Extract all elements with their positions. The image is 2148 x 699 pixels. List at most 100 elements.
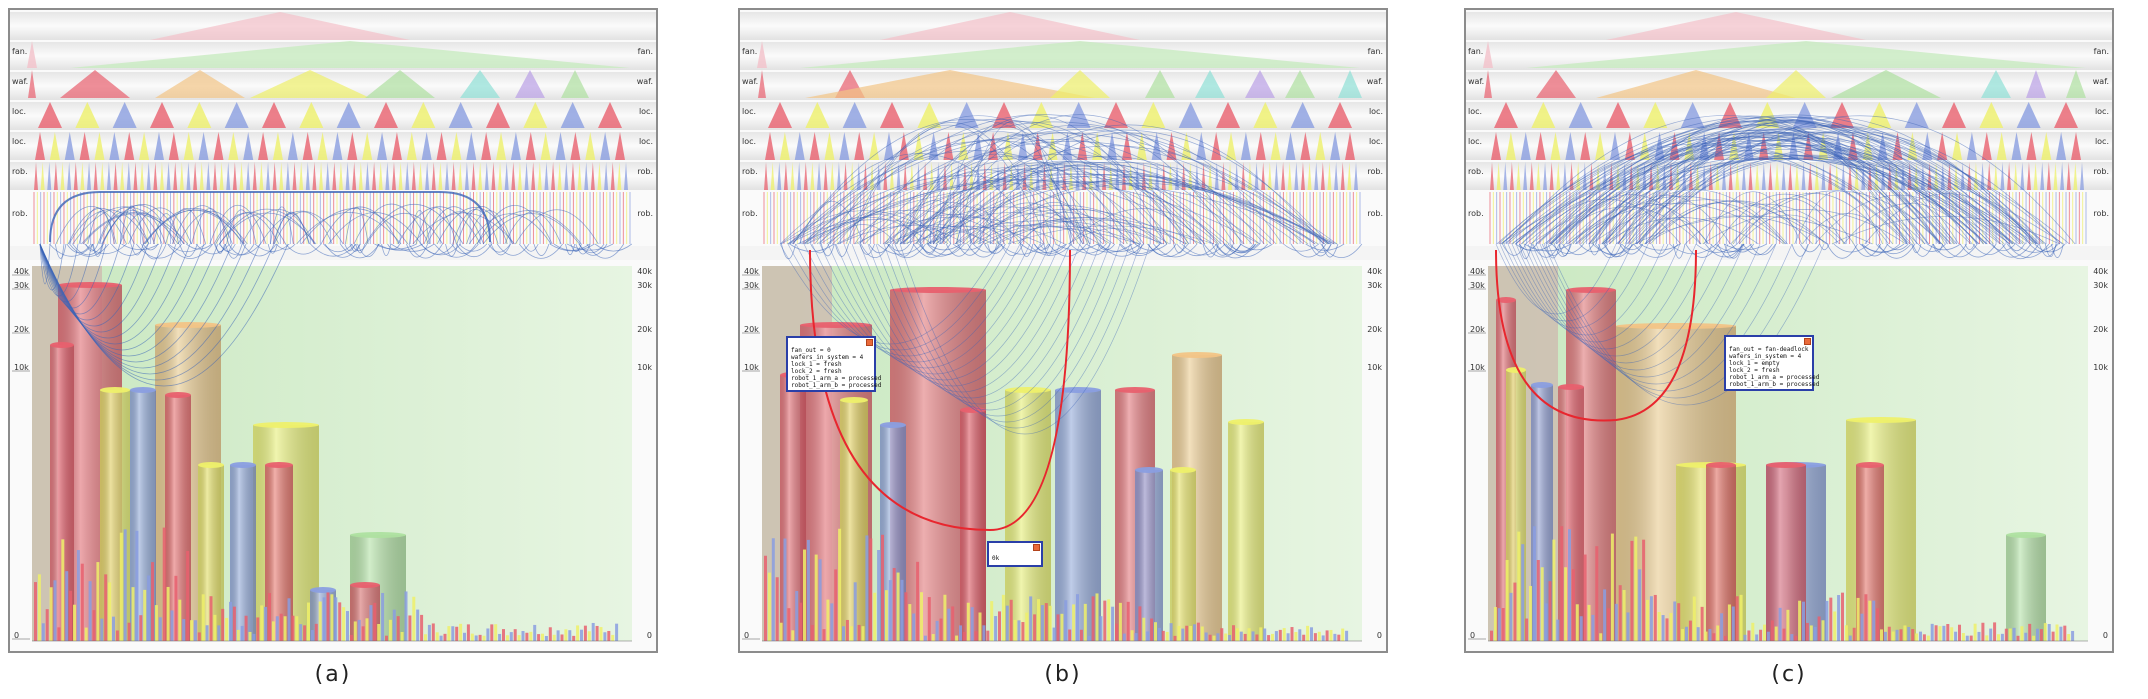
popup-line: wafers_in_system = 4 bbox=[791, 354, 864, 361]
state-bar-small bbox=[424, 634, 427, 641]
tree-node bbox=[1175, 162, 1180, 190]
close-icon[interactable] bbox=[1804, 338, 1811, 345]
state-bar-small bbox=[1126, 601, 1130, 641]
axis-tick-right: 10k bbox=[2093, 363, 2108, 372]
state-bar-small bbox=[1759, 629, 1763, 641]
state-bar-small bbox=[959, 625, 962, 641]
tree-node bbox=[1794, 162, 1799, 190]
transition-arc bbox=[344, 243, 356, 252]
state-bar-small bbox=[1848, 635, 1852, 641]
state-bar-small bbox=[1099, 616, 1103, 641]
state-bar-small bbox=[1681, 629, 1685, 641]
state-info-popup[interactable]: fan_out = 0 wafers_in_system = 4 lock_1 … bbox=[786, 336, 881, 392]
state-bar-small bbox=[1013, 619, 1017, 641]
state-bar-cap bbox=[130, 387, 156, 393]
panel-c: 40k 40k 30k 30k 20k 20k 10k 10k 0 0 fan. fan. waf. wa… bbox=[1464, 8, 2114, 653]
tree-node bbox=[302, 132, 313, 160]
state-bar-small bbox=[1259, 627, 1263, 641]
transition-arc bbox=[1731, 243, 1755, 253]
state-bar-small bbox=[197, 632, 201, 641]
tree-node bbox=[471, 162, 476, 190]
state-bar-small bbox=[1708, 628, 1712, 641]
state-bar-small bbox=[1642, 539, 1646, 641]
transition-arc bbox=[848, 124, 1049, 245]
tree-node bbox=[1161, 162, 1166, 190]
state-bar-small bbox=[591, 622, 595, 641]
state-bar-small bbox=[338, 602, 342, 641]
value-popup[interactable]: 0k bbox=[987, 541, 1043, 567]
tree-node bbox=[794, 132, 805, 160]
state-bar-small bbox=[1603, 589, 1607, 641]
transition-arc bbox=[802, 179, 1260, 245]
transition-arc bbox=[214, 243, 227, 253]
state-bar-small bbox=[1154, 622, 1157, 641]
tree-node bbox=[1960, 162, 1965, 190]
transition-arc bbox=[1309, 243, 1332, 257]
state-bar-small bbox=[923, 635, 927, 641]
state-bar-small bbox=[1220, 628, 1224, 641]
state-bar-small bbox=[908, 604, 912, 641]
transition-arc bbox=[957, 243, 983, 256]
tree-node bbox=[338, 162, 343, 190]
state-bar-small bbox=[349, 634, 353, 641]
tree-node bbox=[1320, 162, 1325, 190]
transition-arc bbox=[1153, 243, 1198, 258]
state-bar-small bbox=[1665, 618, 1669, 641]
transition-arc bbox=[91, 243, 104, 257]
tree-node bbox=[1606, 12, 1866, 40]
tree-node bbox=[1966, 132, 1977, 160]
axis-tick-right: 40k bbox=[2093, 267, 2108, 276]
transition-arc bbox=[1202, 243, 1219, 258]
transition-arc bbox=[832, 129, 1328, 245]
state-info-popup[interactable]: fan_out = fan-deadlock wafers_in_system … bbox=[1724, 335, 1819, 391]
tree-node bbox=[1032, 132, 1043, 160]
tree-node bbox=[378, 162, 383, 190]
state-bar-small bbox=[1907, 627, 1911, 641]
tree-node bbox=[617, 162, 622, 190]
transition-arc bbox=[932, 132, 1189, 245]
state-bar-cap bbox=[1228, 419, 1264, 425]
tree-node bbox=[418, 162, 423, 190]
state-bar-small bbox=[314, 623, 318, 641]
transition-arc bbox=[914, 212, 1111, 245]
tree-node bbox=[460, 70, 500, 98]
transition-arc bbox=[989, 211, 1136, 245]
tree-node bbox=[843, 162, 848, 190]
transition-arc bbox=[409, 210, 431, 245]
transition-arc bbox=[2001, 243, 2040, 260]
transition-arc bbox=[1515, 137, 2033, 245]
state-bar-small bbox=[564, 629, 568, 641]
tree-node bbox=[262, 102, 286, 128]
tree-node bbox=[836, 162, 841, 190]
tree-node bbox=[758, 70, 766, 98]
transition-arc bbox=[843, 243, 1081, 393]
tree-node bbox=[2041, 132, 2052, 160]
tree-node bbox=[486, 102, 510, 128]
state-bar-cap bbox=[265, 462, 293, 468]
tree-node bbox=[1234, 162, 1239, 190]
state-bar-cap bbox=[880, 422, 906, 428]
close-icon[interactable] bbox=[866, 339, 873, 346]
transition-arc bbox=[1582, 137, 2041, 245]
transition-arc bbox=[1176, 243, 1217, 257]
state-bar-small bbox=[814, 554, 818, 641]
state-bar-small bbox=[990, 601, 994, 641]
transition-arc bbox=[965, 204, 1162, 245]
state-bar-small bbox=[37, 574, 41, 641]
state-bar-small bbox=[119, 532, 123, 641]
state-bar-small bbox=[783, 538, 787, 641]
close-icon[interactable] bbox=[1033, 544, 1040, 551]
tree-node bbox=[226, 162, 231, 190]
state-bar-small bbox=[1751, 622, 1755, 641]
transition-arc bbox=[219, 243, 236, 252]
state-bar-small bbox=[34, 582, 37, 641]
transition-arc bbox=[1932, 243, 1967, 258]
state-bar-small bbox=[455, 626, 459, 641]
state-bar-small bbox=[966, 602, 970, 641]
axis-tick-left: 40k bbox=[744, 267, 759, 276]
transition-arc bbox=[1574, 155, 2026, 245]
tree-node bbox=[1996, 132, 2007, 160]
transition-arc bbox=[1129, 243, 1143, 254]
transition-arc bbox=[851, 243, 1091, 399]
tree-node bbox=[150, 12, 410, 40]
